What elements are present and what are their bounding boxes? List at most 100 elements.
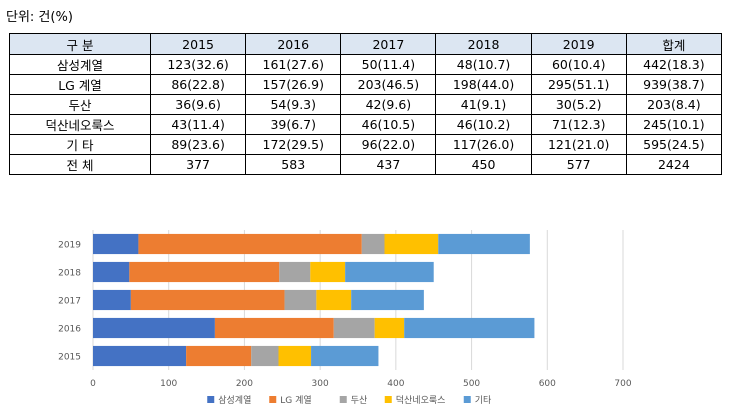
table-body: 삼성계열 123(32.6) 161(27.6) 50(11.4) 48(10.7) 60… (9, 54, 723, 175)
table-cell: 577 (530, 154, 627, 175)
x-tick-label: 100 (160, 379, 177, 389)
table-cell: 595(24.5) (625, 134, 723, 155)
table-row: 삼성계열 123(32.6) 161(27.6) 50(11.4) 48(10.7) 60… (9, 54, 723, 75)
row-label: 두산 (9, 94, 151, 115)
header-cell: 2019 (530, 33, 627, 55)
bar-segment (374, 317, 405, 339)
table-cell: 203(8.4) (625, 94, 723, 115)
legend-label: 삼성계열 (218, 394, 251, 406)
table-cell: 245(10.1) (625, 114, 723, 135)
table-cell: 46(10.5) (340, 114, 437, 135)
x-tick-label: 300 (312, 379, 329, 389)
table-cell: 71(12.3) (530, 114, 627, 135)
table-cell: 48(10.7) (435, 54, 532, 75)
table-cell: 54(9.3) (245, 94, 342, 115)
bar-segment (214, 317, 334, 339)
table-cell: 2424 (625, 154, 723, 175)
bar-segment (316, 289, 352, 311)
table-cell: 295(51.1) (530, 74, 627, 95)
bar-segment (93, 345, 187, 367)
table-cell: 450 (435, 154, 532, 175)
bar-segment (284, 289, 317, 311)
row-label: 기 타 (9, 134, 151, 155)
legend-swatch (207, 396, 215, 403)
y-tick-label: 2016 (58, 325, 81, 335)
legend-swatch (463, 396, 471, 403)
table-cell: 117(26.0) (435, 134, 532, 155)
table-cell: 203(46.5) (340, 74, 437, 95)
bar-segment (93, 317, 215, 339)
bar-segment (311, 345, 379, 367)
table-row: LG 계열 86(22.8) 157(26.9) 203(46.5) 198(44.0)… (9, 74, 723, 95)
bar-segment (278, 345, 312, 367)
legend-label: 덕산네오룩스 (396, 395, 446, 406)
bar-segment (138, 233, 362, 255)
x-tick-label: 200 (236, 379, 253, 389)
table-cell: 377 (149, 154, 247, 175)
legend-label: 두산 (351, 395, 368, 406)
y-tick-label: 2018 (58, 269, 81, 279)
stacked-bar-chart: 0 100 200 300 400 500 600 700 2019 2018 2017 2016 20… (36, 224, 652, 412)
table-row: 전 체 377 583 437 450 577 2424 (9, 154, 723, 175)
header-cell: 2017 (340, 33, 437, 55)
legend-label: LG 계열 (280, 394, 311, 406)
table-row: 기 타 89(23.6) 172(29.5) 96(22.0) 117(26.0) 121… (9, 134, 723, 155)
x-tick-label: 0 (90, 379, 96, 389)
x-tick-label: 700 (614, 379, 631, 389)
bar-segment (310, 261, 346, 283)
table-header-row: 구 분 2015 2016 2017 2018 2019 합계 (9, 33, 723, 55)
table-cell: 939(38.7) (625, 74, 723, 95)
table-cell: 96(22.0) (340, 134, 437, 155)
bar-segment (351, 289, 424, 311)
legend-swatch (384, 396, 392, 403)
table-cell: 39(6.7) (245, 114, 342, 135)
row-label: 삼성계열 (9, 54, 151, 75)
y-tick-label: 2017 (58, 297, 81, 307)
table-cell: 89(23.6) (149, 134, 247, 155)
bar-segment (361, 233, 385, 255)
table-cell: 86(22.8) (149, 74, 247, 95)
bar-segment (345, 261, 434, 283)
bar-segment (333, 317, 375, 339)
table-cell: 583 (245, 154, 342, 175)
legend-label: 기타 (475, 395, 492, 406)
table-cell: 43(11.4) (149, 114, 247, 135)
y-tick-label: 2015 (58, 353, 81, 363)
header-cell: 2015 (149, 33, 247, 55)
data-table: 구 분 2015 2016 2017 2018 2019 합계 삼성계열 123(… (9, 33, 723, 175)
unit-label: 단위: 건(%) (6, 10, 73, 25)
table-cell: 123(32.6) (149, 54, 247, 75)
table-cell: 198(44.0) (435, 74, 532, 95)
table-cell: 30(5.2) (530, 94, 627, 115)
table-row: 덕산네오룩스 43(11.4) 39(6.7) 46(10.5) 46(10.2) 71(… (9, 114, 723, 135)
table-cell: 46(10.2) (435, 114, 532, 135)
table-cell: 60(10.4) (530, 54, 627, 75)
bar-segment (93, 261, 130, 283)
header-cell: 합계 (625, 33, 723, 55)
table-cell: 42(9.6) (340, 94, 437, 115)
y-tick-label: 2019 (58, 241, 81, 251)
row-label: 덕산네오룩스 (9, 114, 151, 135)
legend-swatch (269, 396, 277, 403)
table-cell: 50(11.4) (340, 54, 437, 75)
table-cell: 172(29.5) (245, 134, 342, 155)
bar-segment (93, 289, 131, 311)
legend-swatch (339, 396, 347, 403)
x-tick-label: 400 (387, 379, 404, 389)
table-cell: 157(26.9) (245, 74, 342, 95)
x-tick-label: 500 (463, 379, 480, 389)
bar-segment (251, 345, 279, 367)
x-tick-label: 600 (539, 379, 556, 389)
header-cell: 구 분 (9, 33, 151, 55)
row-label: 전 체 (9, 154, 151, 175)
chart-svg: 0 100 200 300 400 500 600 700 2019 2018 2017 2016 20… (58, 230, 632, 406)
bar-segment (93, 233, 139, 255)
table-cell: 437 (340, 154, 437, 175)
bar-segment (438, 233, 530, 255)
table-row: 두산 36(9.6) 54(9.3) 42(9.6) 41(9.1) 30(5.2) 203… (9, 94, 723, 115)
bar-segment (129, 261, 280, 283)
table-cell: 36(9.6) (149, 94, 247, 115)
row-label: LG 계열 (9, 74, 151, 95)
bar-segment (130, 289, 285, 311)
bar-segment (384, 233, 439, 255)
